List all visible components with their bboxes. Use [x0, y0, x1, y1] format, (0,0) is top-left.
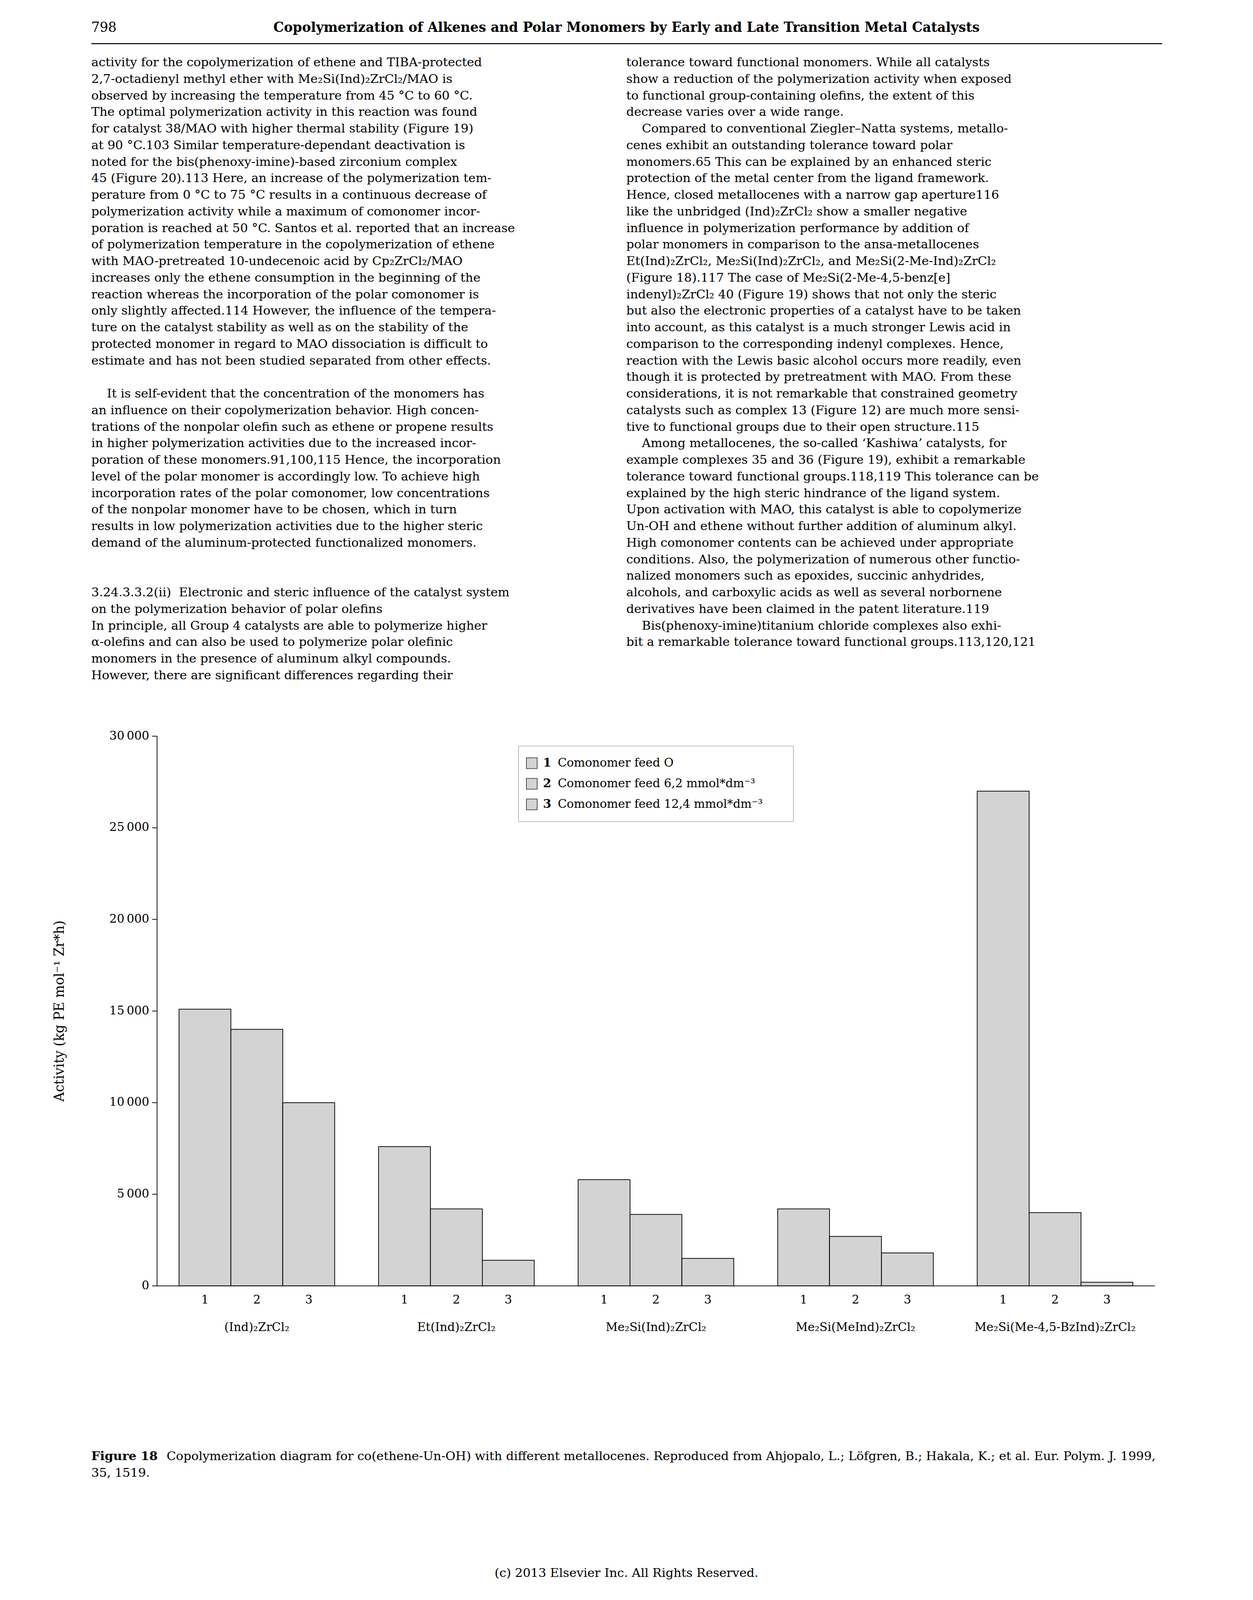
caption-label: Figure 18 [91, 1448, 158, 1464]
y-tick [152, 919, 158, 921]
page-number: 798 [91, 19, 117, 35]
y-tick-label: 10 000 [109, 1094, 150, 1109]
bar-number: 3 [903, 1292, 911, 1307]
bar [1029, 1212, 1082, 1286]
category-label: Me₂Si(Ind)₂ZrCl₂ [605, 1320, 707, 1334]
legend-entry: Comonomer feed O [558, 755, 674, 770]
category-label: Et(Ind)₂ZrCl₂ [417, 1320, 496, 1334]
x-axis [157, 1285, 1155, 1287]
bar [578, 1179, 631, 1286]
y-tick [152, 1285, 158, 1287]
bar-number: 2 [851, 1292, 859, 1307]
legend: 1 Comonomer feed O 2 Comonomer feed 6,2 mmo… [518, 746, 794, 822]
category-label: Me₂Si(MeInd)₂ZrCl₂ [795, 1320, 916, 1334]
y-tick [152, 1194, 158, 1196]
body-column: activity for the copolymerization of eth… [91, 53, 602, 684]
header-rule [91, 43, 1163, 45]
legend-swatch [526, 799, 538, 810]
bar-number: 1 [799, 1292, 808, 1307]
y-tick-label: 20 000 [109, 911, 150, 926]
copyright: (c) 2013 Elsevier Inc. All Rights Reserv… [0, 1565, 1253, 1580]
category-label: (Ind)₂ZrCl₂ [224, 1320, 290, 1334]
bar [681, 1258, 734, 1286]
y-axis [156, 736, 158, 1286]
caption-text: Copolymerization diagram for co(ethene-U… [91, 1448, 1156, 1480]
bar-number: 1 [201, 1292, 209, 1307]
y-tick [152, 827, 158, 829]
y-axis-label: Activity (kg PE mol⁻¹ Zr*h) [51, 920, 67, 1102]
bar [430, 1208, 483, 1286]
bar-number: 1 [999, 1292, 1007, 1307]
bar-number: 3 [504, 1292, 512, 1307]
legend-swatch [526, 778, 538, 790]
running-head: Copolymerization of Alkenes and Polar Mo… [147, 19, 1106, 35]
y-tick-label: 5 000 [116, 1186, 150, 1201]
y-tick-label: 0 [141, 1278, 150, 1293]
bar-number: 3 [704, 1292, 712, 1307]
legend-box [518, 746, 794, 822]
bar-number: 2 [652, 1292, 660, 1307]
bar [378, 1146, 431, 1286]
bar-number: 2 [1051, 1292, 1059, 1307]
caption: Figure 18Copolymerization diagram for co… [91, 1447, 1162, 1482]
y-tick-label: 15 000 [109, 1003, 150, 1018]
bar-number: 2 [452, 1292, 460, 1307]
bar [630, 1214, 683, 1286]
chart: 0 5 000 10 000 15 000 20 000 25 000 30 000 Acti… [0, 716, 1253, 1429]
bar-number: 3 [304, 1292, 313, 1307]
y-tick-label: 30 000 [109, 728, 150, 743]
category-label: Me₂Si(Me-4,5-BzInd)₂ZrCl₂ [974, 1320, 1136, 1334]
y-tick [152, 1010, 158, 1012]
legend-number: 3 [543, 796, 552, 811]
bar [230, 1029, 283, 1286]
bar-number: 1 [400, 1292, 409, 1307]
bar [179, 1009, 232, 1286]
legend-number: 1 [543, 755, 552, 770]
y-tick [152, 735, 158, 737]
bar-number: 2 [253, 1292, 261, 1307]
bar [829, 1236, 882, 1286]
bar-number: 1 [600, 1292, 608, 1307]
bar [777, 1208, 830, 1286]
y-tick-label: 25 000 [109, 820, 150, 834]
bar [282, 1102, 335, 1286]
body-column: tolerance toward functional monomers. Wh… [626, 53, 1167, 651]
bar-number: 3 [1103, 1292, 1111, 1307]
legend-entry: Comonomer feed 12,4 mmol*dm⁻³ [558, 797, 763, 811]
bar [482, 1260, 535, 1286]
bar [1081, 1282, 1134, 1286]
bar [977, 791, 1030, 1286]
legend-number: 2 [543, 775, 552, 791]
y-tick [152, 1102, 158, 1104]
legend-swatch [526, 757, 538, 769]
bar [881, 1253, 934, 1286]
legend-entry: Comonomer feed 6,2 mmol*dm⁻³ [558, 776, 756, 791]
bars [179, 791, 1134, 1286]
